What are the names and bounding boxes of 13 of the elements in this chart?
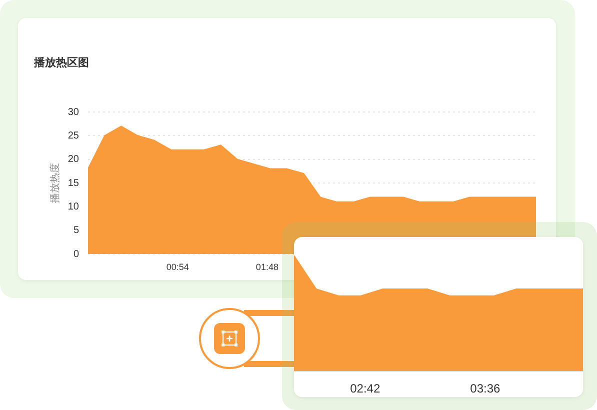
y-tick-label: 15 — [68, 178, 80, 189]
y-tick-label: 25 — [68, 130, 80, 142]
y-tick-label: 5 — [73, 225, 80, 236]
x-tick-label: 00:54 — [166, 262, 189, 272]
chart-title: 播放热区图 — [34, 56, 89, 70]
y-tick-label: 20 — [68, 154, 80, 166]
x-tick-label: 02:42 — [350, 382, 380, 396]
y-axis-title: 播放热度 — [48, 163, 61, 203]
y-tick-label: 30 — [68, 106, 80, 118]
y-tick-label: 10 — [68, 201, 80, 212]
y-tick-label: 0 — [73, 248, 80, 260]
x-tick-label: 03:36 — [470, 382, 501, 396]
x-tick-label: 01:48 — [256, 262, 278, 272]
